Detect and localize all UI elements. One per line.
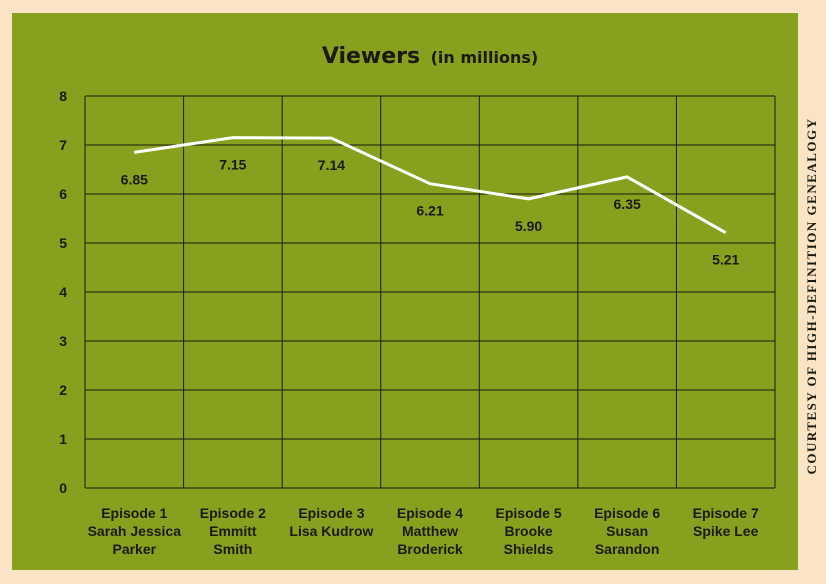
y-tick-label: 3 [59,333,67,349]
data-label: 5.90 [515,218,542,234]
y-axis-ticks: 0 1 2 3 4 5 6 7 8 [59,88,67,496]
y-tick-label: 4 [59,284,67,300]
line-chart: Viewers (in millions) 0 1 2 3 4 5 6 7 8 Episode … [59,44,776,557]
x-tick-label: Episode 3 Lisa Kudrow [289,505,373,539]
data-label: 7.15 [219,157,246,173]
data-label: 6.85 [121,171,148,187]
y-tick-label: 1 [59,431,67,447]
x-tick-label: Episode 5 Brooke Shields [496,505,562,557]
series-viewers [134,136,727,235]
chart-panel: Viewers (in millions) 0 1 2 3 4 5 6 7 8 Episode … [12,13,798,570]
x-axis-ticks: Episode 1 Sarah Jessica Parker Episode 2 Emm… [88,505,759,557]
grid-lines [84,95,776,489]
chart-title-main: Viewers [322,44,420,69]
chart-title: Viewers (in millions) [322,44,538,69]
data-label: 6.35 [614,196,641,212]
y-tick-label: 7 [59,137,67,153]
x-tick-label: Episode 1 Sarah Jessica Parker [88,505,182,557]
x-tick-label: Episode 6 Susan Sarandon [594,505,660,557]
credit-text: COURTESY OF HIGH-DEFINITION GENEALOGY [804,117,819,475]
y-tick-label: 6 [59,186,67,202]
data-labels: 6.85 7.15 7.14 6.21 5.90 6.35 5.21 [121,157,740,268]
chart-title-sub: (in millions) [431,48,539,67]
data-label: 5.21 [712,252,739,268]
data-label: 6.21 [416,203,443,219]
data-label: 7.14 [318,157,345,173]
x-tick-label: Episode 7 Spike Lee [693,505,759,539]
y-tick-label: 0 [59,480,67,496]
x-tick-label: Episode 2 Emmitt Smith [200,505,266,557]
x-tick-label: Episode 4 Matthew Broderick [397,505,463,557]
y-tick-label: 5 [59,235,67,251]
series-line [134,136,727,235]
y-tick-label: 8 [59,88,67,104]
y-tick-label: 2 [59,382,67,398]
